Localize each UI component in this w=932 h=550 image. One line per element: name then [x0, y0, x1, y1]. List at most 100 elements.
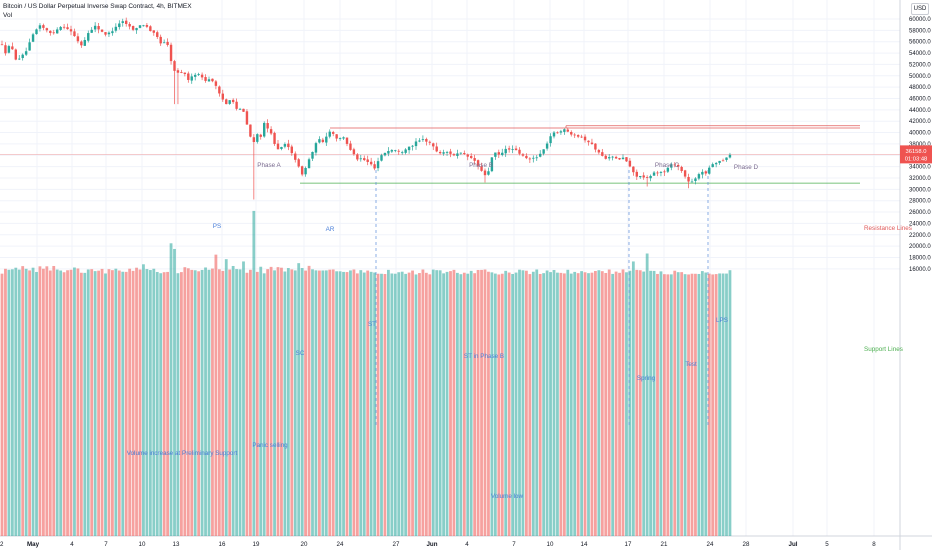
candle-body — [235, 101, 238, 109]
price-tick-label: 48000.0 — [909, 85, 931, 91]
currency-button[interactable]: USD — [911, 3, 929, 15]
candle-body — [197, 74, 200, 75]
price-tick-label: 58000.0 — [909, 28, 931, 34]
candle-body — [570, 132, 573, 135]
candle-body — [14, 49, 17, 60]
time-tick-label: 5 — [825, 541, 829, 548]
volume-bar — [687, 274, 690, 536]
candle-body — [690, 181, 694, 183]
volume-bar — [176, 273, 180, 536]
volume-bar — [28, 270, 31, 536]
volume-bar — [462, 272, 466, 536]
volume-bar — [76, 268, 80, 536]
candle-body — [418, 140, 421, 142]
price-tick-label: 56000.0 — [909, 40, 931, 46]
candle-body — [42, 25, 45, 28]
candle-body — [549, 136, 552, 144]
volume-bar — [704, 272, 708, 536]
volume-bar — [380, 273, 383, 536]
volume-bar — [121, 271, 125, 536]
volume-bar — [93, 271, 97, 536]
volume-bar — [10, 269, 14, 536]
candle-body — [166, 41, 169, 45]
time-tick-label: 7 — [512, 541, 516, 548]
volume-bar — [562, 273, 566, 536]
volume-bar — [376, 273, 380, 536]
volume-bar — [507, 272, 511, 536]
candle-body — [214, 81, 218, 86]
volume-bar — [642, 271, 646, 536]
volume-bar — [262, 273, 266, 536]
volume-bar — [162, 272, 166, 536]
volume-bar — [418, 273, 421, 536]
candle-body — [576, 135, 580, 137]
candle-body — [369, 161, 373, 165]
volume-bar — [114, 268, 118, 536]
candle-body — [404, 149, 407, 153]
volume-bar — [211, 268, 214, 536]
price-tick-label: 16000.0 — [909, 267, 931, 273]
candle-body — [18, 58, 21, 60]
volume-bar — [173, 248, 176, 537]
candle-body — [587, 140, 590, 143]
volume-bar — [249, 269, 252, 536]
candle-body — [414, 141, 418, 147]
candle-body — [497, 152, 500, 155]
time-tick-label: 4 — [465, 541, 469, 548]
candle-body — [256, 134, 259, 142]
candle-body — [76, 36, 80, 42]
candle-body — [721, 160, 725, 162]
volume-bar — [442, 273, 445, 536]
volume-bar — [83, 272, 87, 536]
price-tick-label: 18000.0 — [909, 255, 931, 261]
time-axis[interactable]: May 4 7 10 13 16 19 20 24 27 Jun 4 7 10 14 17 21 24 28 Jul 5… — [0, 541, 876, 548]
candle-body — [21, 54, 24, 59]
annotation-label: Volume increase at Preliminary Support — [127, 450, 238, 457]
candle-body — [507, 148, 511, 150]
candle-body — [628, 160, 632, 167]
price-axis[interactable]: 60000.0 58000.0 56000.0 54000.0 52000.0 50000… — [900, 17, 932, 273]
candle-body — [373, 164, 376, 169]
candle-body — [608, 157, 611, 159]
volume-bar — [545, 270, 549, 536]
candle-body — [649, 175, 652, 179]
candle-body — [383, 152, 387, 156]
candle-body — [11, 46, 14, 50]
phase-label: Phase A — [257, 162, 281, 169]
volume-bar — [259, 266, 263, 536]
resistance-lines-label: Resistance Lines — [864, 225, 912, 232]
candle-body — [80, 41, 83, 46]
candle-body — [728, 154, 732, 158]
phase-label: Phase D — [734, 164, 759, 171]
volume-bar — [466, 273, 470, 536]
candle-body — [701, 171, 704, 175]
candle-body — [456, 153, 459, 156]
volume-bar — [600, 271, 604, 536]
candle-body — [387, 150, 390, 154]
volume-bar — [483, 269, 487, 536]
volume-bar — [669, 274, 673, 536]
candle-body — [335, 134, 338, 139]
candle-body — [725, 157, 728, 160]
volume-bar — [207, 269, 211, 536]
candle-body — [394, 150, 397, 152]
volume-bar — [52, 265, 56, 536]
volume-bar — [531, 271, 535, 536]
candle-body — [104, 32, 107, 35]
volume-bar — [528, 274, 532, 536]
price-tick-label: 46000.0 — [909, 96, 931, 102]
volume-bar — [86, 269, 90, 536]
candle-body — [225, 99, 228, 105]
chart-title: Bitcoin / US Dollar Perpetual Inverse Sw… — [3, 3, 192, 10]
candle-body — [304, 167, 307, 175]
last-price-countdown: 01:03:48 — [905, 156, 928, 162]
candle-body — [532, 157, 535, 159]
volume-bar — [614, 271, 618, 536]
volume-bar — [690, 273, 694, 536]
candle-body — [190, 76, 193, 81]
volume-bar — [373, 272, 376, 536]
volume-bar — [242, 261, 245, 536]
candle-body — [135, 28, 138, 31]
volume-bar — [428, 274, 432, 536]
